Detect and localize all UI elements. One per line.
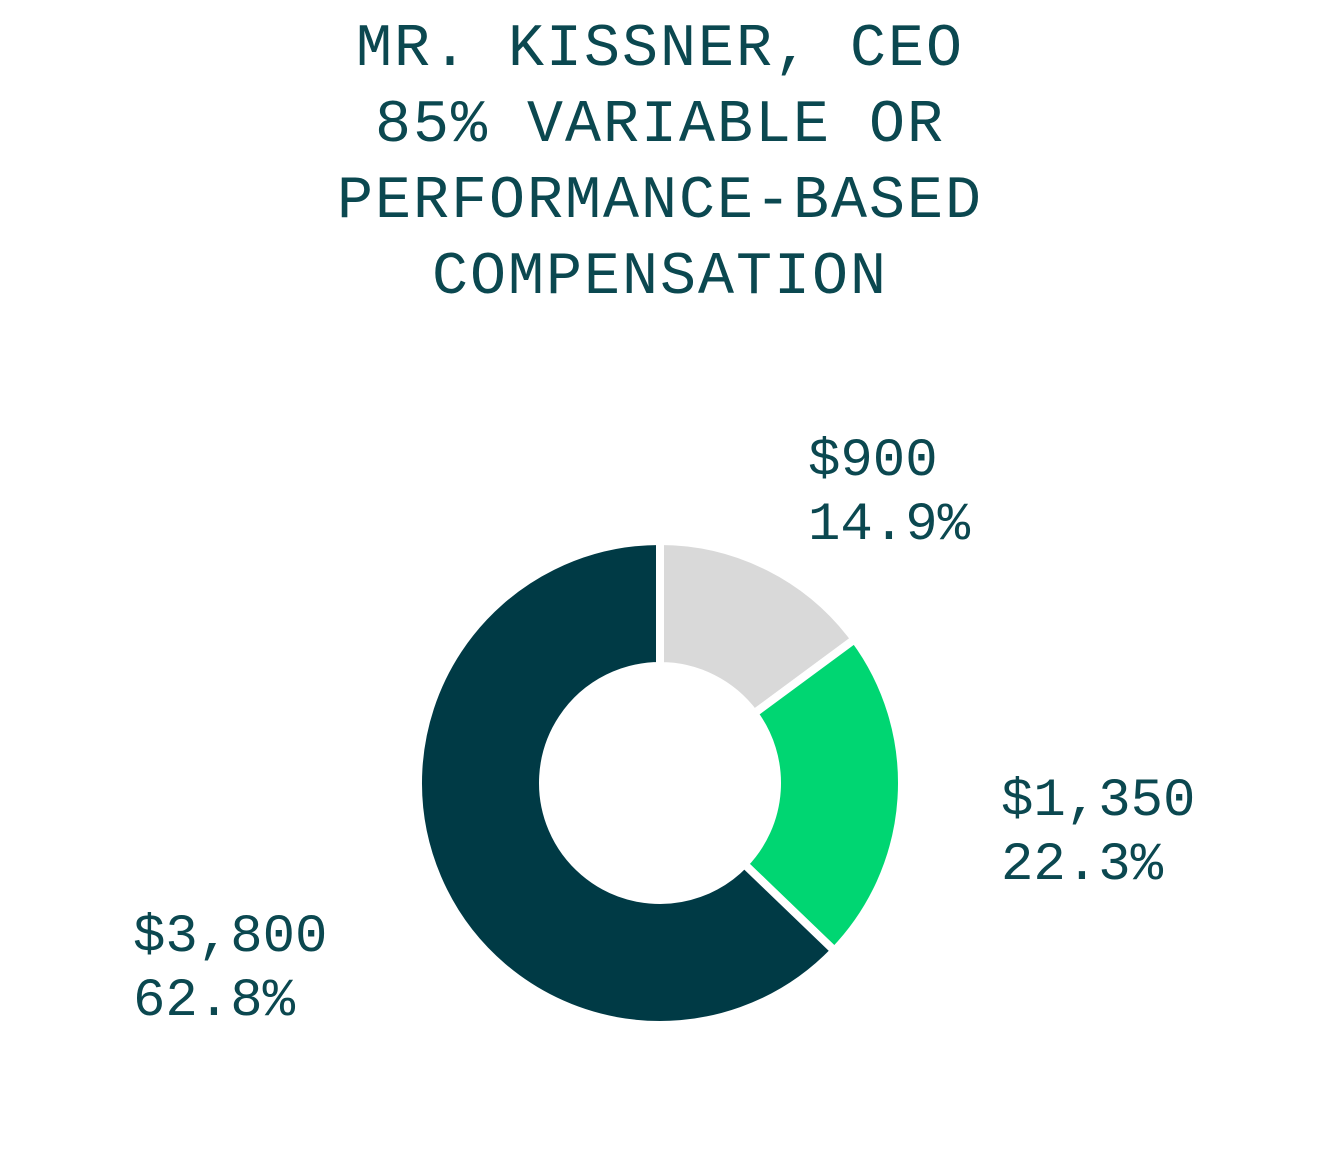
chart-title: COMPENSATION xyxy=(432,244,888,312)
donut-slice xyxy=(414,536,841,1029)
chart-title: 85% VARIABLE OR xyxy=(375,92,945,160)
chart-title: PERFORMANCE-BASED xyxy=(337,168,983,236)
share-label: 62.8% xyxy=(133,971,296,1032)
value-label: $3,800 xyxy=(133,907,327,968)
value-label: $1,350 xyxy=(1001,771,1195,832)
donut-slice xyxy=(738,633,906,957)
share-label: 22.3% xyxy=(1001,835,1164,896)
chart-title: MR. KISSNER, CEO xyxy=(356,16,964,84)
share-label: 14.9% xyxy=(808,495,971,556)
value-label: $900 xyxy=(808,431,938,492)
